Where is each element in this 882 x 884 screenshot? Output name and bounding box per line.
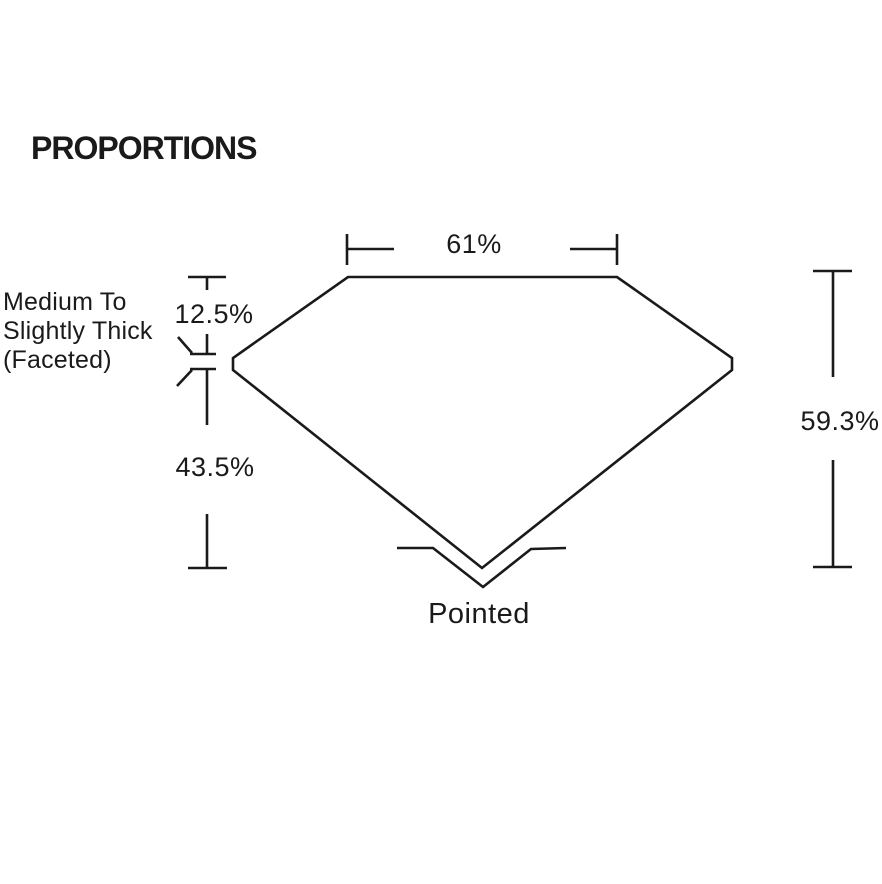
culet-label: Pointed bbox=[428, 598, 530, 630]
crown-height-label: 12.5% bbox=[174, 299, 254, 329]
girdle-thickness-label-line1: Medium To bbox=[3, 288, 127, 316]
table-width-label: 61% bbox=[446, 229, 502, 259]
crown-height-dimension bbox=[188, 275, 226, 354]
diamond-outline bbox=[231, 275, 734, 570]
girdle-thickness-label: Medium To Slightly Thick (Faceted) bbox=[3, 288, 153, 375]
page-title: PROPORTIONS bbox=[31, 130, 257, 166]
table-width-dimension bbox=[345, 234, 619, 265]
total-depth-dimension bbox=[813, 269, 852, 569]
culet-chevron-mark bbox=[397, 546, 567, 589]
girdle-thickness-label-line3: (Faceted) bbox=[3, 346, 112, 374]
pavilion-depth-label: 43.5% bbox=[175, 452, 255, 482]
girdle-break-mark bbox=[176, 336, 216, 387]
girdle-thickness-label-line2: Slightly Thick bbox=[3, 317, 153, 345]
total-depth-label: 59.3% bbox=[800, 406, 880, 436]
pavilion-depth-dimension bbox=[188, 369, 227, 570]
